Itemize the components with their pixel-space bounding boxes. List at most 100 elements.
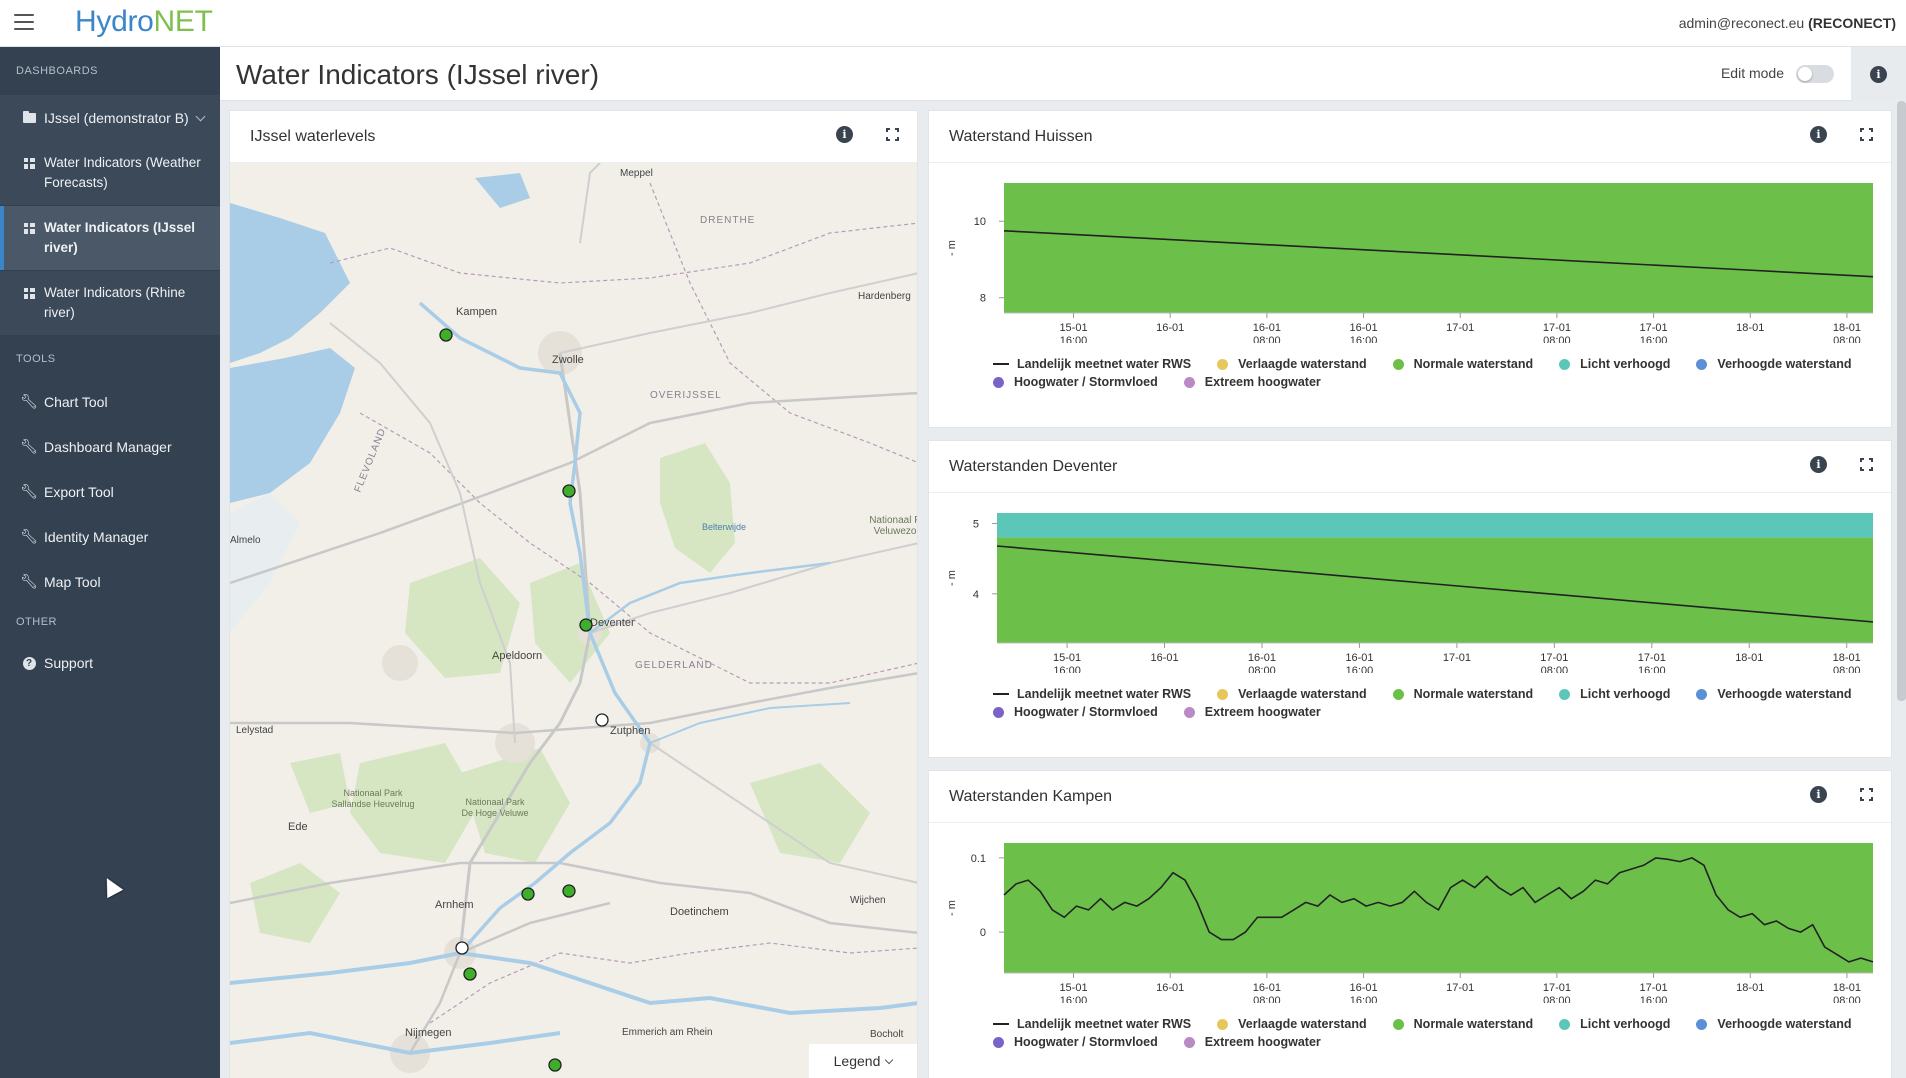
map-province-border-0 — [329, 222, 917, 284]
chart-series-line-0 — [1003, 230, 1874, 278]
map-station-marker-8[interactable] — [548, 1058, 562, 1072]
map-station-marker-2[interactable] — [579, 618, 593, 632]
legend-item[interactable]: Normale waterstand — [1392, 357, 1533, 371]
sidebar-item-tool-4[interactable]: 🔧︎ Map Tool — [0, 559, 220, 604]
legend-item[interactable]: Hoogwater / Stormvloed — [993, 1035, 1158, 1049]
map-info-button[interactable]: i — [836, 126, 853, 143]
legend-item-label: Licht verhoogd — [1580, 687, 1671, 701]
legend-item-label: Hoogwater / Stormvloed — [1014, 1035, 1158, 1049]
legend-line-swatch — [993, 1023, 1009, 1025]
legend-item[interactable]: Normale waterstand — [1392, 1017, 1533, 1031]
chart-info-button[interactable]: i — [1810, 456, 1827, 473]
chart-legend-row: Hoogwater / Stormvloed Extreem hoogwater — [993, 375, 1347, 389]
legend-item[interactable]: Landelijk meetnet water RWS — [993, 357, 1191, 371]
legend-item[interactable]: Verlaagde waterstand — [1217, 1017, 1367, 1031]
chart-panel-deventer: Waterstanden Deventer i 4 5 - m 15-01 16:00 16-… — [928, 440, 1892, 758]
brand-logo[interactable]: HydroNET — [75, 5, 213, 38]
map-station-marker-3[interactable] — [595, 713, 609, 727]
chart-legend-row: Landelijk meetnet water RWS Verlaagde wat… — [993, 1017, 1877, 1031]
legend-item[interactable]: Verhoogde waterstand — [1696, 1017, 1851, 1031]
map-canvas[interactable]: Kampen Zwolle Deventer Apeldoorn Zutphen Arnh… — [230, 163, 917, 1078]
info-icon: i — [1810, 786, 1827, 803]
hamburger-menu-icon[interactable] — [14, 14, 34, 30]
sidebar-item-dashboard-0[interactable]: Water Indicators (Weather Forecasts) — [0, 141, 220, 206]
map-road-8 — [559, 272, 917, 354]
legend-item[interactable]: Verhoogde waterstand — [1696, 357, 1851, 371]
legend-item[interactable]: Licht verhoogd — [1559, 357, 1670, 371]
chart-plot[interactable]: 4 5 - m 15-01 16:00 16-01 16-01 08:00 16-01 16:00… — [929, 493, 1893, 673]
map-legend-toggle[interactable]: Legend — [809, 1044, 917, 1078]
chart-y-tick-label-1: 10 — [974, 216, 986, 228]
map-label-11: Meppel — [620, 168, 653, 179]
chart-plot[interactable]: 8 10 - m 15-01 16:00 16-01 16-01 08:00 16-01 16:0… — [929, 163, 1893, 343]
legend-item[interactable]: Landelijk meetnet water RWS — [993, 687, 1191, 701]
fullscreen-icon — [1860, 788, 1873, 801]
map-expand-button[interactable] — [886, 128, 899, 141]
map-label-20: Nationaal ParkVeluwezoom — [869, 515, 917, 537]
sidebar-item-tool-3[interactable]: 🔧︎ Identity Manager — [0, 514, 220, 559]
page-info-button[interactable]: i — [1851, 47, 1906, 101]
legend-item[interactable]: Extreem hoogwater — [1183, 705, 1321, 719]
page-title: Water Indicators (IJssel river) — [236, 59, 600, 90]
chart-x-tick-label-7: 18-01 — [1735, 652, 1763, 664]
legend-item[interactable]: Normale waterstand — [1392, 687, 1534, 701]
sidebar-item-tool-2[interactable]: 🔧︎ Export Tool — [0, 469, 220, 514]
map-station-marker-1[interactable] — [562, 484, 576, 498]
chart-info-button[interactable]: i — [1810, 786, 1827, 803]
map-border-germany — [429, 942, 917, 1024]
map-river-rhine — [230, 950, 917, 1016]
map-forest-area-7 — [750, 763, 870, 863]
legend-item[interactable]: Extreem hoogwater — [1183, 375, 1321, 389]
legend-dot-swatch — [1392, 1018, 1404, 1030]
sidebar-item-tool-0[interactable]: 🔧︎ Chart Tool — [0, 379, 220, 424]
map-station-marker-7[interactable] — [463, 967, 477, 981]
sidebar-section-tools: TOOLS — [16, 353, 56, 365]
chart-expand-button[interactable] — [1860, 128, 1873, 141]
legend-item[interactable]: Verlaagde waterstand — [1217, 357, 1367, 371]
sidebar-item-dashboard-1[interactable]: Water Indicators (IJssel river) — [0, 206, 220, 271]
map-station-marker-5[interactable] — [562, 884, 576, 898]
chart-x-tick-label-2: 16-01 08:00 — [1248, 652, 1276, 673]
chart-series-line-0 — [996, 545, 1874, 623]
legend-item-label: Normale waterstand — [1413, 687, 1534, 701]
map-label-19: Nationaal Park De Hoge Veluwe — [461, 797, 528, 818]
map-view[interactable]: Kampen Zwolle Deventer Apeldoorn Zutphen Arnh… — [230, 163, 917, 1078]
info-icon: i — [1870, 65, 1887, 83]
legend-item[interactable]: Hoogwater / Stormvloed — [993, 375, 1158, 389]
sidebar-section-other: OTHER — [16, 616, 57, 628]
info-icon: i — [1810, 456, 1827, 473]
legend-dot-swatch — [993, 1036, 1004, 1048]
map-station-marker-6[interactable] — [455, 941, 469, 955]
legend-item[interactable]: Landelijk meetnet water RWS — [993, 1017, 1191, 1031]
legend-item[interactable]: Licht verhoogd — [1559, 1017, 1670, 1031]
chart-x-tick-label-5: 17-01 08:00 — [1540, 652, 1568, 673]
map-forest-area-0 — [660, 443, 735, 573]
legend-item[interactable]: Licht verhoogd — [1559, 687, 1670, 701]
user-account[interactable]: admin@reconect.eu (RECONECT) — [1679, 15, 1896, 31]
edit-mode-toggle[interactable] — [1796, 65, 1834, 83]
map-station-marker-4[interactable] — [521, 887, 535, 901]
chart-info-button[interactable]: i — [1810, 126, 1827, 143]
legend-dot-swatch — [1559, 1018, 1571, 1030]
legend-item[interactable]: Verlaagde waterstand — [1217, 687, 1367, 701]
sidebar-item-support[interactable]: ? Support — [0, 644, 220, 682]
map-station-marker-0[interactable] — [439, 328, 453, 342]
page-scrollbar[interactable] — [1897, 101, 1906, 701]
legend-item-label: Verhoogde waterstand — [1717, 1017, 1852, 1031]
legend-item[interactable]: Extreem hoogwater — [1183, 1035, 1321, 1049]
sidebar-group-ijssel[interactable]: IJssel (demonstrator B) — [0, 95, 220, 141]
fullscreen-icon — [886, 128, 899, 141]
sidebar-item-dashboard-2[interactable]: Water Indicators (Rhine river) — [0, 271, 220, 335]
chart-expand-button[interactable] — [1860, 788, 1873, 801]
legend-item[interactable]: Hoogwater / Stormvloed — [993, 705, 1158, 719]
fullscreen-icon — [1860, 458, 1873, 471]
map-province-border-1 — [359, 412, 917, 684]
legend-item[interactable]: Verhoogde waterstand — [1696, 687, 1851, 701]
chart-x-tick-label-1: 16-01 — [1150, 652, 1178, 664]
chart-plot[interactable]: 0 0.1 - m 15-01 16:00 16-01 16-01 08:00 16-01 16:… — [929, 823, 1893, 1003]
chart-expand-button[interactable] — [1860, 458, 1873, 471]
map-lake-belterwijde — [475, 173, 530, 208]
legend-dot-swatch — [1392, 358, 1404, 370]
legend-dot-swatch — [1559, 688, 1571, 700]
sidebar-item-tool-1[interactable]: 🔧︎ Dashboard Manager — [0, 424, 220, 469]
